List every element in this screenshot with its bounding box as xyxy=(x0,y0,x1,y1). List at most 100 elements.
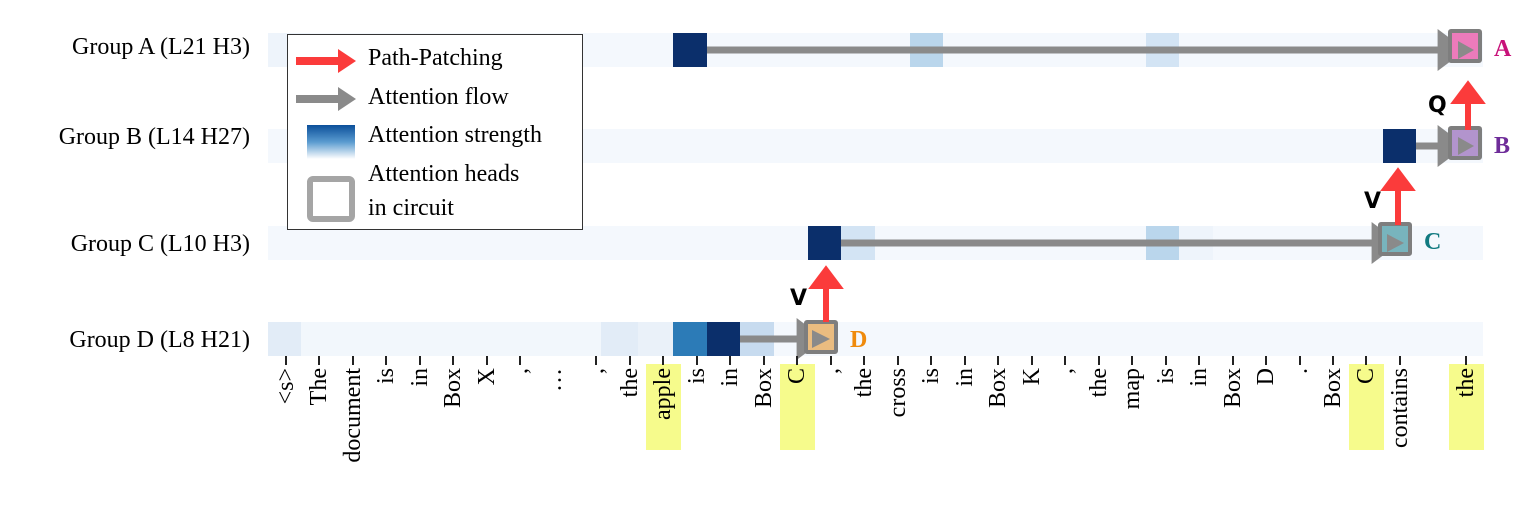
token-label: Box xyxy=(1220,368,1246,409)
axis-tick xyxy=(964,356,966,365)
axis-tick xyxy=(662,356,664,365)
axis-tick xyxy=(729,356,731,365)
axis-tick xyxy=(285,356,287,365)
attention-cell xyxy=(301,322,601,356)
token-label: is xyxy=(918,368,944,385)
token-highlight xyxy=(1349,364,1384,450)
token-label: the xyxy=(1086,368,1112,398)
axis-tick xyxy=(318,356,320,365)
axis-tick xyxy=(595,356,597,365)
attention-cell-strong xyxy=(707,322,740,356)
axis-tick xyxy=(1198,356,1200,365)
edge-label-q: Q xyxy=(1428,93,1447,118)
token-label: … xyxy=(541,368,567,392)
head-letter-c: C xyxy=(1424,229,1442,255)
axis-tick xyxy=(1064,356,1066,365)
axis-tick xyxy=(519,356,521,365)
axis-tick xyxy=(486,356,488,365)
row-label-group-a: Group A (L21 H3) xyxy=(72,34,250,60)
gray-arrow-icon xyxy=(296,87,356,111)
axis-tick xyxy=(997,356,999,365)
token-label: , xyxy=(583,368,609,374)
axis-tick xyxy=(1165,356,1167,365)
token-label: , xyxy=(507,368,533,374)
axis-tick xyxy=(1399,356,1401,365)
legend-icons xyxy=(296,49,356,222)
axis-tick xyxy=(1299,356,1301,365)
token-highlight xyxy=(780,364,815,450)
axis-tick xyxy=(1265,356,1267,365)
axis-tick xyxy=(796,356,798,365)
legend-attention-strength: Attention strength xyxy=(368,122,542,148)
axis-tick xyxy=(763,356,765,365)
axis-tick xyxy=(385,356,387,365)
axis-tick xyxy=(830,356,832,365)
axis-tick xyxy=(629,356,631,365)
token-label: , xyxy=(818,368,844,374)
token-label: document xyxy=(340,368,366,463)
axis-tick xyxy=(897,356,899,365)
token-label: in xyxy=(1186,368,1212,387)
token-label: the xyxy=(617,368,643,398)
row-label-group-c: Group C (L10 H3) xyxy=(70,231,250,257)
axis-tick xyxy=(696,356,698,365)
attention-cell-strong xyxy=(808,226,841,260)
legend-heads-line1: Attention heads xyxy=(368,161,520,187)
token-label: C xyxy=(1353,368,1379,385)
token-label: the xyxy=(851,368,877,398)
token-label: Box xyxy=(1320,368,1346,409)
axis-tick xyxy=(352,356,354,365)
token-label: K xyxy=(1019,368,1045,386)
axis-tick xyxy=(1098,356,1100,365)
axis-tick xyxy=(1332,356,1334,365)
gradient-swatch-icon xyxy=(307,125,355,159)
attention-cell xyxy=(601,322,638,356)
token-label: the xyxy=(1453,368,1479,398)
token-label: D xyxy=(1253,368,1279,386)
axis-tick xyxy=(1131,356,1133,365)
token-label: X xyxy=(474,368,500,386)
token-label: in xyxy=(952,368,978,387)
axis-tick xyxy=(863,356,865,365)
axis-tick xyxy=(930,356,932,365)
axis-tick xyxy=(1232,356,1234,365)
legend-attention-flow: Attention flow xyxy=(368,84,509,110)
token-label: Box xyxy=(985,368,1011,409)
axis-tick xyxy=(419,356,421,365)
row-label-group-d: Group D (L8 H21) xyxy=(69,327,250,353)
edge-label-v-dc: V xyxy=(790,286,808,311)
token-highlight xyxy=(646,364,681,450)
red-arrow-icon xyxy=(296,49,356,73)
axis-tick xyxy=(1365,356,1367,365)
head-letter-a: A xyxy=(1494,36,1512,62)
token-label: is xyxy=(1153,368,1179,385)
head-box-a xyxy=(1448,29,1482,63)
token-label: apple xyxy=(650,368,676,420)
edge-label-v-cb: V xyxy=(1364,189,1382,214)
legend-heads-line2: in circuit xyxy=(368,195,454,221)
axis-tick xyxy=(1465,356,1467,365)
token-label: in xyxy=(717,368,743,387)
token-label: in xyxy=(407,368,433,387)
token-label: The xyxy=(306,368,332,406)
token-label: Box xyxy=(751,368,777,409)
token-label: C xyxy=(784,368,810,385)
token-label: Box xyxy=(440,368,466,409)
token-label: cross xyxy=(885,368,911,418)
axis-tick xyxy=(1031,356,1033,365)
legend-path-patching: Path-Patching xyxy=(368,45,503,71)
head-box-icon xyxy=(307,176,355,222)
heatmap-row-group-d xyxy=(268,322,1483,356)
attention-cell xyxy=(638,322,673,356)
token-label: map xyxy=(1119,368,1145,410)
token-label: contains xyxy=(1387,368,1413,448)
token-label: <s> xyxy=(273,368,299,405)
row-label-group-b: Group B (L14 H27) xyxy=(58,124,250,150)
token-label: is xyxy=(373,368,399,385)
head-letter-d: D xyxy=(850,327,868,353)
path-patching-arrows xyxy=(808,80,1486,320)
token-highlight xyxy=(1449,364,1484,450)
attention-cell-strong xyxy=(673,33,707,67)
